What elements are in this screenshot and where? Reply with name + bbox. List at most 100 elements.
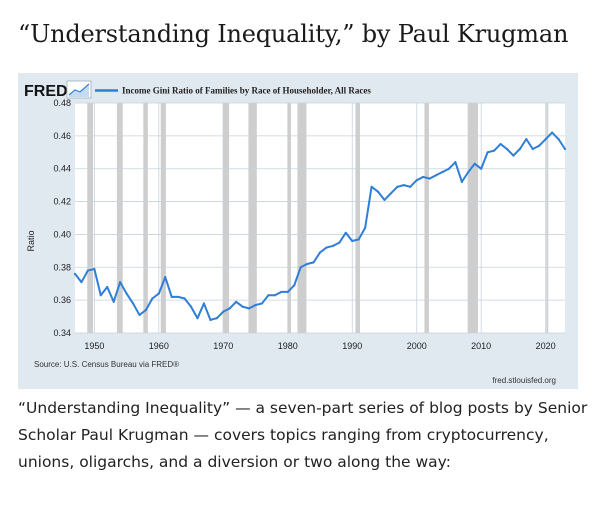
recession-band [546,103,549,333]
data-point [492,149,496,152]
recession-band [297,103,307,333]
legend-label: Income Gini Ratio of Families by Race of… [122,86,371,96]
x-tick-label: 1990 [342,341,362,351]
data-point [170,295,173,298]
data-point [331,244,334,248]
fred-site-link[interactable]: fred.stlouisfed.org [492,376,556,385]
y-tick-label: 0.44 [53,164,71,174]
data-point [273,294,276,297]
x-tick-label: 1950 [84,341,104,351]
y-tick-label: 0.34 [53,328,71,338]
fred-logo-icon [66,80,92,99]
data-point [183,297,186,300]
recession-band [355,103,360,333]
data-point [280,290,283,294]
x-tick-label: 1980 [278,341,298,351]
data-point [370,185,373,188]
recession-bands [87,103,549,333]
gridlines [75,102,565,334]
data-point [563,147,567,151]
data-point [357,238,360,241]
data-point [93,267,96,271]
x-axis-ticks: 1950 1960 1970 1980 1990 2000 2010 2020 [84,341,555,351]
data-point [318,251,322,254]
data-point [525,138,528,141]
data-point [157,292,160,295]
data-point [409,185,412,188]
data-point [428,177,431,180]
data-point [454,161,457,164]
data-point [125,292,128,295]
data-point [299,266,302,269]
data-points [73,131,567,321]
data-point [434,174,438,177]
data-point [325,246,328,249]
chart-canvas: FRED Income Gini Ratio of Families by Ra… [18,73,578,389]
source-note: Source: U.S. Census Bureau via FRED® [34,360,179,369]
data-point [480,167,483,170]
data-point [209,318,212,321]
data-point [177,295,180,298]
data-point [80,280,83,284]
data-point [557,138,560,141]
plot-area [75,103,565,333]
y-axis-ticks: 0.34 0.36 0.38 0.40 0.42 0.44 0.46 0.48 [53,98,71,338]
data-point [131,302,135,305]
data-point [467,170,470,174]
data-point [505,147,509,151]
y-tick-label: 0.38 [53,262,71,272]
data-point [441,170,444,174]
data-point [138,313,141,317]
data-point [247,307,251,310]
data-point [254,303,257,307]
recession-band [116,103,123,333]
data-point [473,162,476,165]
data-point [119,280,122,284]
data-point [544,138,547,141]
y-tick-label: 0.46 [53,131,71,141]
data-point [260,302,264,305]
data-point [422,175,425,179]
x-tick-label: 1960 [149,341,169,351]
data-point [486,151,489,154]
data-point [344,231,347,234]
y-tick-label: 0.48 [53,98,71,108]
data-point [241,305,244,308]
data-point [383,198,386,202]
caption-text: “Understanding Inequality” — a seven-par… [18,399,588,471]
recession-band [87,103,94,333]
data-point [112,300,115,303]
data-point [151,297,154,300]
fred-chart: FRED Income Gini Ratio of Families by Ra… [18,73,578,389]
data-point [460,180,463,183]
recession-band [287,103,291,333]
data-point [499,142,502,146]
data-point [551,131,554,134]
data-point [538,144,541,147]
data-point [512,154,515,157]
recession-band [248,103,257,333]
y-axis-label: Ratio [26,230,36,251]
recession-band [467,103,478,333]
data-point [376,190,380,193]
recession-band [222,103,230,333]
data-point [196,317,199,320]
recession-band [143,103,148,333]
data-point [235,300,238,303]
data-point [286,290,289,294]
data-point [164,276,167,279]
data-point [144,308,148,312]
data-point [228,307,231,310]
data-point [364,226,367,229]
data-point [312,261,315,264]
x-tick-label: 2020 [536,341,556,351]
data-point [531,147,534,151]
data-point [267,294,270,297]
fred-logo[interactable]: FRED [24,83,68,100]
x-tick-label: 2000 [407,341,427,351]
data-point [86,269,89,272]
y-tick-label: 0.40 [53,229,71,239]
data-point [215,317,218,320]
page-title: “Understanding Inequality,” by Paul Krug… [18,20,569,48]
data-point [402,184,405,187]
